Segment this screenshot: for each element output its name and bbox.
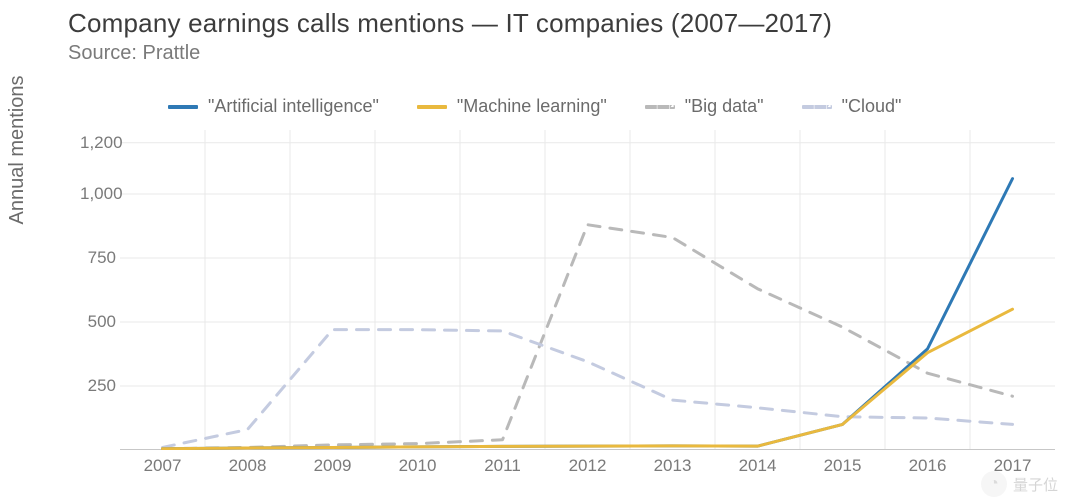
x-tick-label: 2014 bbox=[728, 456, 788, 476]
legend-label-cloud: "Cloud" bbox=[842, 96, 902, 117]
y-tick-label: 1,000 bbox=[80, 184, 116, 204]
x-tick-label: 2011 bbox=[473, 456, 533, 476]
x-tick-label: 2007 bbox=[133, 456, 193, 476]
chart-svg bbox=[120, 130, 1055, 450]
x-tick-label: 2009 bbox=[303, 456, 363, 476]
y-tick-label: 750 bbox=[80, 248, 116, 268]
watermark: ◔ 量子位 bbox=[981, 471, 1058, 497]
legend-label-ml: "Machine learning" bbox=[457, 96, 607, 117]
x-tick-label: 2015 bbox=[813, 456, 873, 476]
x-tick-label: 2016 bbox=[898, 456, 958, 476]
y-axis-label: Annual mentions bbox=[6, 0, 29, 300]
x-tick-label: 2010 bbox=[388, 456, 448, 476]
chart-container: Company earnings calls mentions — IT com… bbox=[0, 0, 1080, 503]
y-tick-label: 1,200 bbox=[80, 133, 116, 153]
y-tick-label: 500 bbox=[80, 312, 116, 332]
legend-label-ai: "Artificial intelligence" bbox=[208, 96, 379, 117]
x-tick-label: 2013 bbox=[643, 456, 703, 476]
plot-area bbox=[120, 130, 1055, 450]
legend-swatch-ai bbox=[168, 105, 198, 109]
y-tick-label: 250 bbox=[80, 376, 116, 396]
legend: "Artificial intelligence" "Machine learn… bbox=[168, 96, 901, 117]
legend-swatch-ml bbox=[417, 105, 447, 109]
watermark-text: 量子位 bbox=[1013, 474, 1058, 495]
legend-label-bigdata: "Big data" bbox=[685, 96, 764, 117]
watermark-icon: ◔ bbox=[981, 471, 1007, 497]
legend-item-ml: "Machine learning" bbox=[417, 96, 607, 117]
legend-swatch-bigdata bbox=[645, 105, 675, 109]
chart-subtitle: Source: Prattle bbox=[68, 42, 200, 65]
legend-item-ai: "Artificial intelligence" bbox=[168, 96, 379, 117]
x-tick-label: 2008 bbox=[218, 456, 278, 476]
legend-item-bigdata: "Big data" bbox=[645, 96, 764, 117]
x-tick-label: 2012 bbox=[558, 456, 618, 476]
legend-swatch-cloud bbox=[802, 105, 832, 109]
legend-item-cloud: "Cloud" bbox=[802, 96, 902, 117]
chart-title: Company earnings calls mentions — IT com… bbox=[68, 8, 832, 39]
